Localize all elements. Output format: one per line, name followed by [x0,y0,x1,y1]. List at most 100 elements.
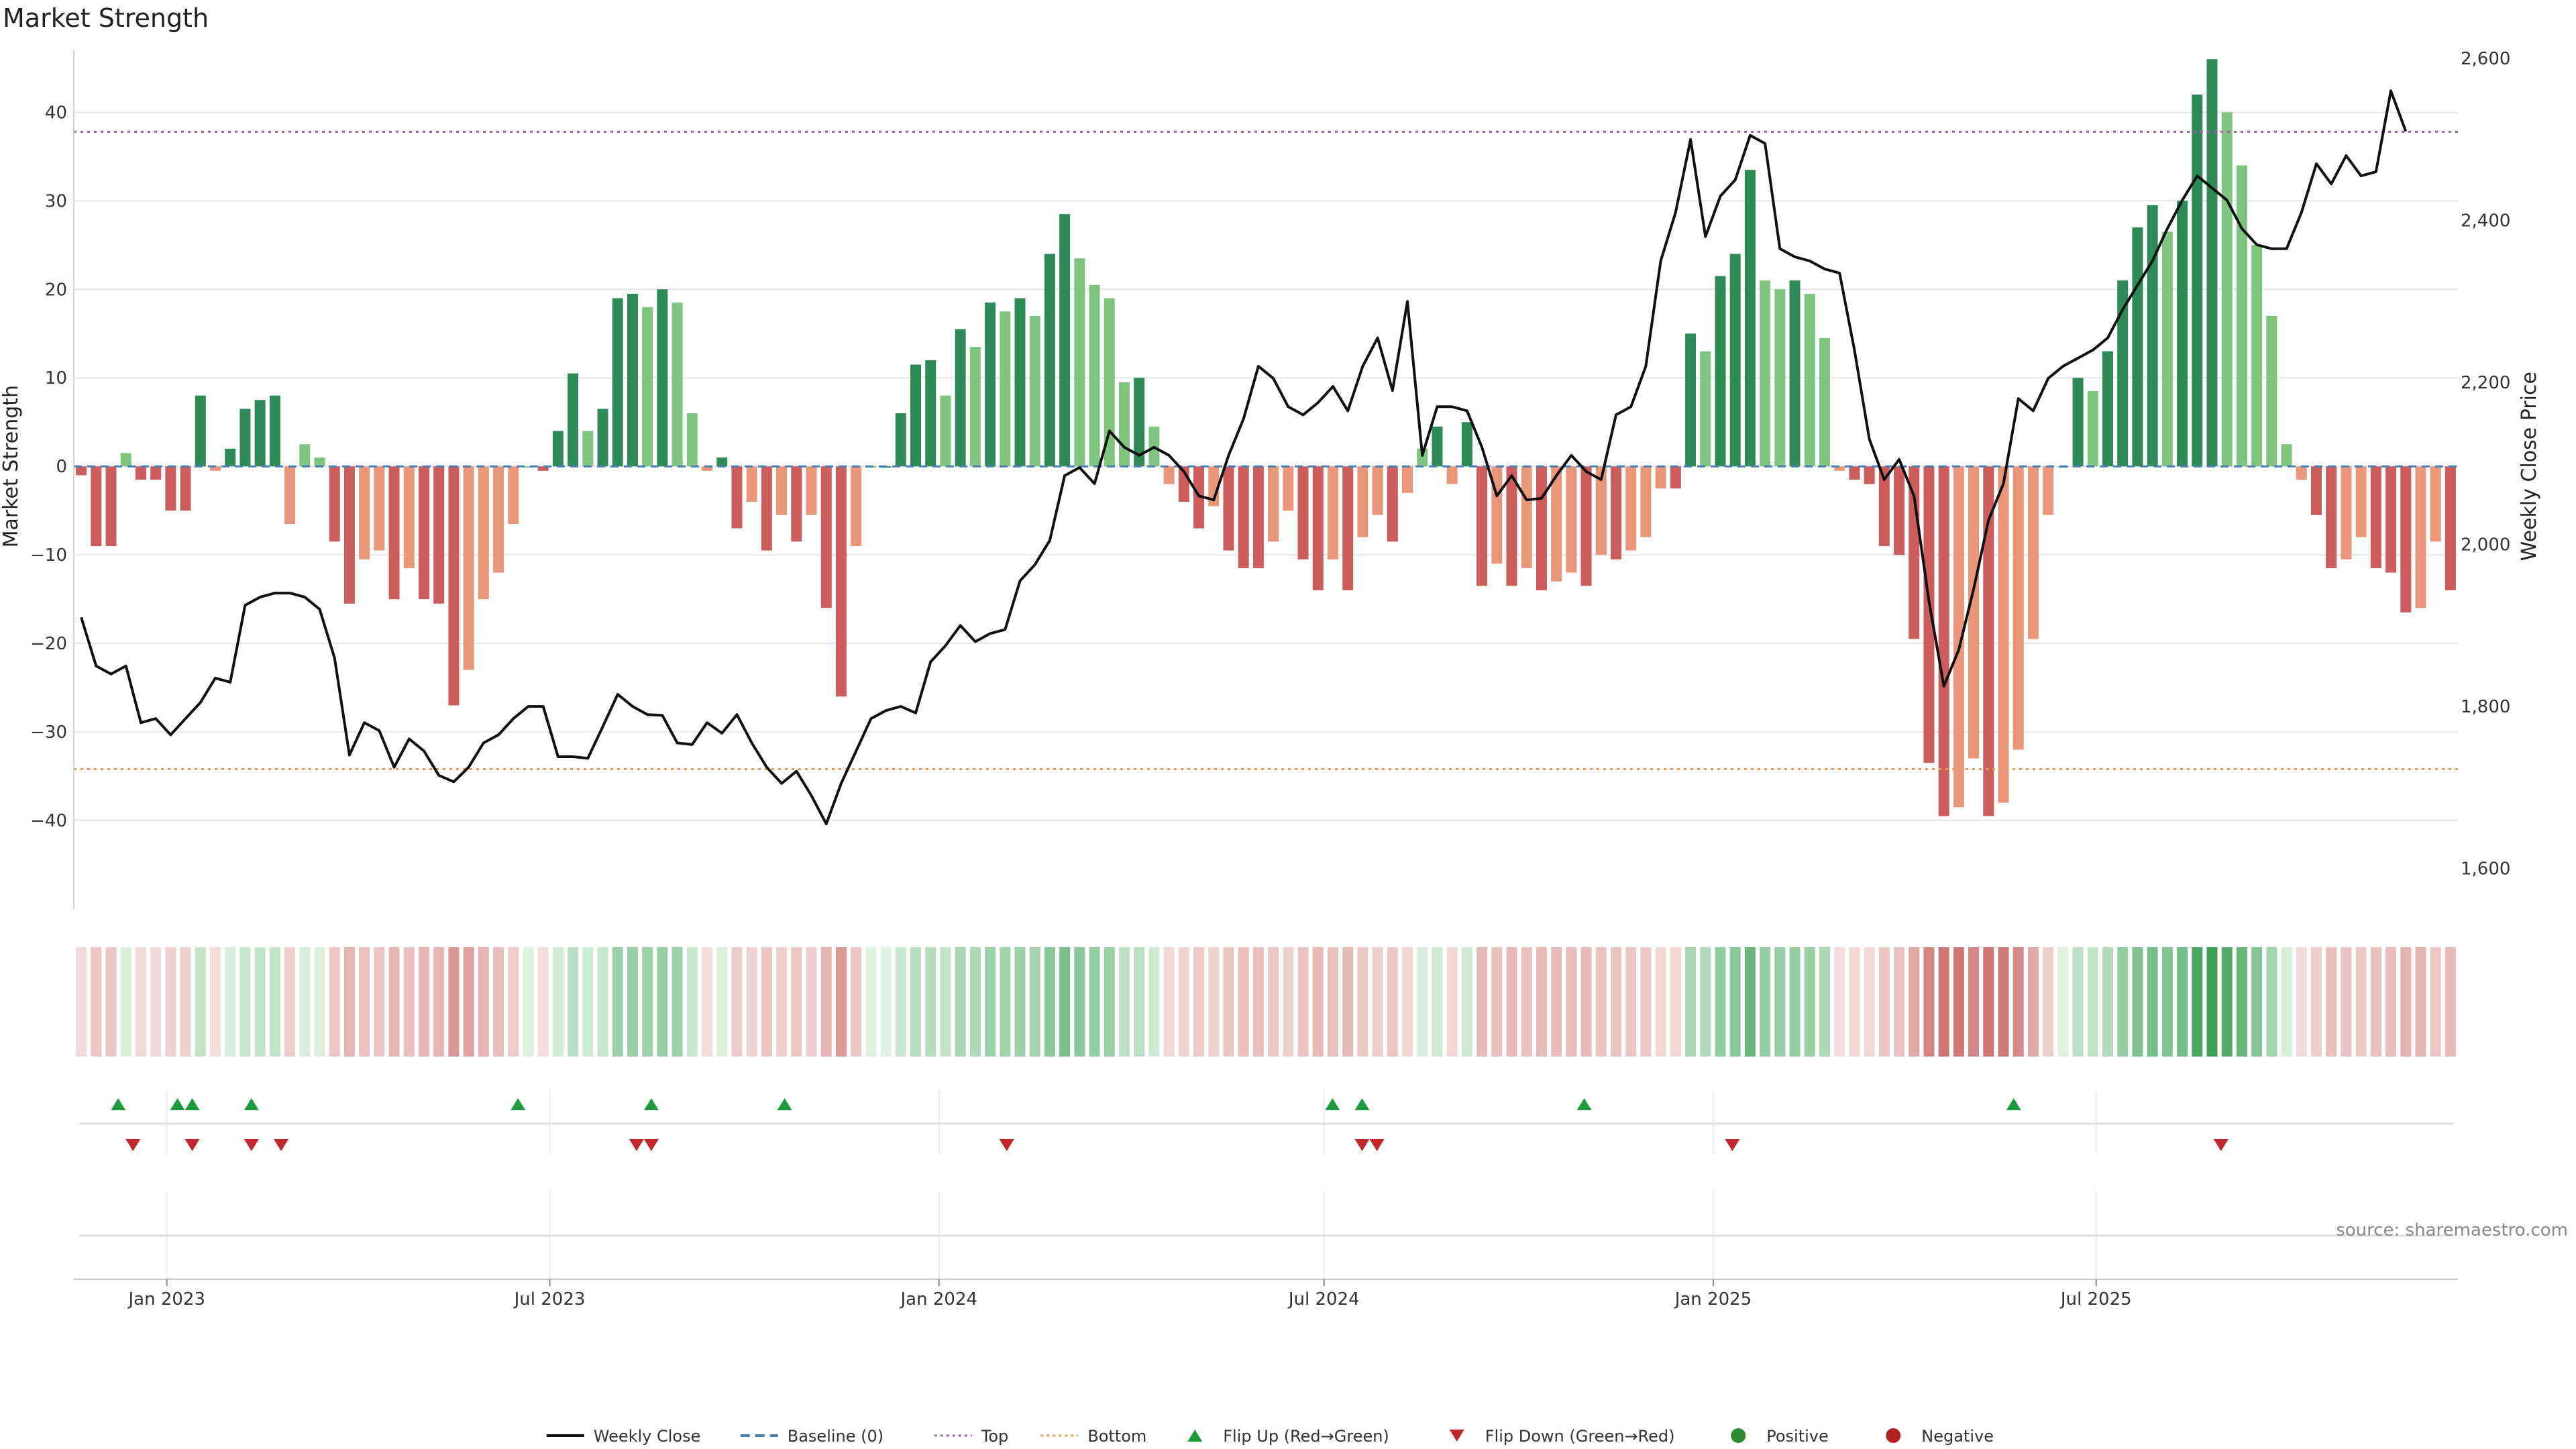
flip-down-marker [1354,1139,1370,1151]
heat-cell [1566,947,1577,1057]
heat-cell [731,947,743,1057]
heat-cell [299,947,311,1057]
strength-heat-strip [76,947,2456,1057]
strength-bar [1074,258,1085,467]
strength-bar [1998,466,2009,803]
heat-cell [2355,947,2367,1057]
strength-bar [2012,466,2024,750]
strength-bar [2147,205,2158,467]
strength-bar [1446,466,1458,484]
heat-cell [2072,947,2084,1057]
heat-cell [985,947,996,1057]
strength-bar [1566,466,1577,573]
strength-bar [225,448,236,467]
strength-bar [940,395,951,467]
left-tick-label: 20 [45,280,67,300]
strength-bar [2385,466,2397,573]
strength-bar [1536,466,1547,590]
strength-bar [672,303,683,467]
heat-cell [627,947,638,1057]
strength-bar [2072,378,2084,467]
legend-label: Negative [1921,1427,1994,1446]
strength-bar [150,466,162,480]
strength-bar [1461,422,1472,467]
left-tick-label: 30 [45,191,67,211]
strength-bar [1953,466,1964,808]
strength-bar [1625,466,1637,551]
strength-bar [2161,231,2173,467]
strength-bar [1760,280,1771,467]
right-tick-label: 1,800 [2461,697,2510,717]
heat-cell [1998,947,2009,1057]
heat-cell [1252,947,1264,1057]
heat-cell [880,947,892,1057]
heat-cell [895,947,906,1057]
heat-cell [969,947,981,1057]
strength-bar [2430,466,2441,542]
flip-down-marker [1725,1139,1740,1151]
strength-bar [2251,245,2263,467]
heat-cell [403,947,415,1057]
strength-bar [1268,466,1279,542]
heat-cell [2043,947,2054,1057]
x-tick-label: Jan 2025 [1674,1289,1752,1309]
heat-cell [329,947,340,1057]
flip-up-marker [244,1098,259,1110]
strength-bar [820,466,832,608]
strength-bar [1402,466,1413,493]
strength-bar [2102,351,2114,467]
strength-bar [1804,293,1815,467]
strength-bar [388,466,400,600]
heat-cell [582,947,594,1057]
flip-up-marker [111,1098,126,1110]
strength-bar [195,395,206,467]
strength-bar [433,466,445,604]
strength-bar [2445,466,2456,590]
heat-cell [1700,947,1711,1057]
strength-bar [359,466,370,559]
heat-cell [1744,947,1756,1057]
heat-cell [2341,947,2352,1057]
heat-cell [2251,947,2263,1057]
strength-bar [1223,466,1234,551]
strength-bar [985,303,996,467]
strength-bar [343,466,355,604]
legend-label: Top [981,1427,1009,1446]
heat-cell [1580,947,1592,1057]
strength-bar [1387,466,1398,542]
strength-bar [76,466,87,476]
strength-bar [239,409,251,467]
heat-cell [761,947,772,1057]
strength-bar [2355,466,2367,537]
strength-bar [2043,466,2054,515]
strength-bar [552,431,564,467]
heat-cell [1625,947,1637,1057]
strength-bar [612,298,623,467]
heat-cell [1044,947,1055,1057]
heat-cell [1283,947,1294,1057]
heat-cell [1223,947,1234,1057]
strength-bar [2370,466,2381,568]
strength-bar [2341,466,2352,559]
x-tick-label: Jul 2024 [1287,1289,1360,1309]
flip-up-marker [1576,1098,1592,1110]
strength-bar [1342,466,1354,590]
flip-down-marker [1369,1139,1385,1151]
strength-bar [2221,112,2233,467]
left-tick-label: −20 [30,634,67,654]
strength-bar [1044,254,1055,467]
heat-cell [1238,947,1249,1057]
strength-bar [1252,466,1264,568]
heat-cell [1551,947,1562,1057]
strength-bar [851,466,862,546]
heat-cell [210,947,221,1057]
strength-bar [1283,466,1294,511]
strength-bar [895,413,906,467]
strength-bar [314,458,325,467]
right-tick-label: 1,600 [2461,859,2510,879]
heat-cell [2385,947,2397,1057]
strength-bar [1655,466,1666,489]
strength-bar [1715,276,1726,467]
strength-bar [1312,466,1324,590]
strength-bar [1372,466,1383,515]
